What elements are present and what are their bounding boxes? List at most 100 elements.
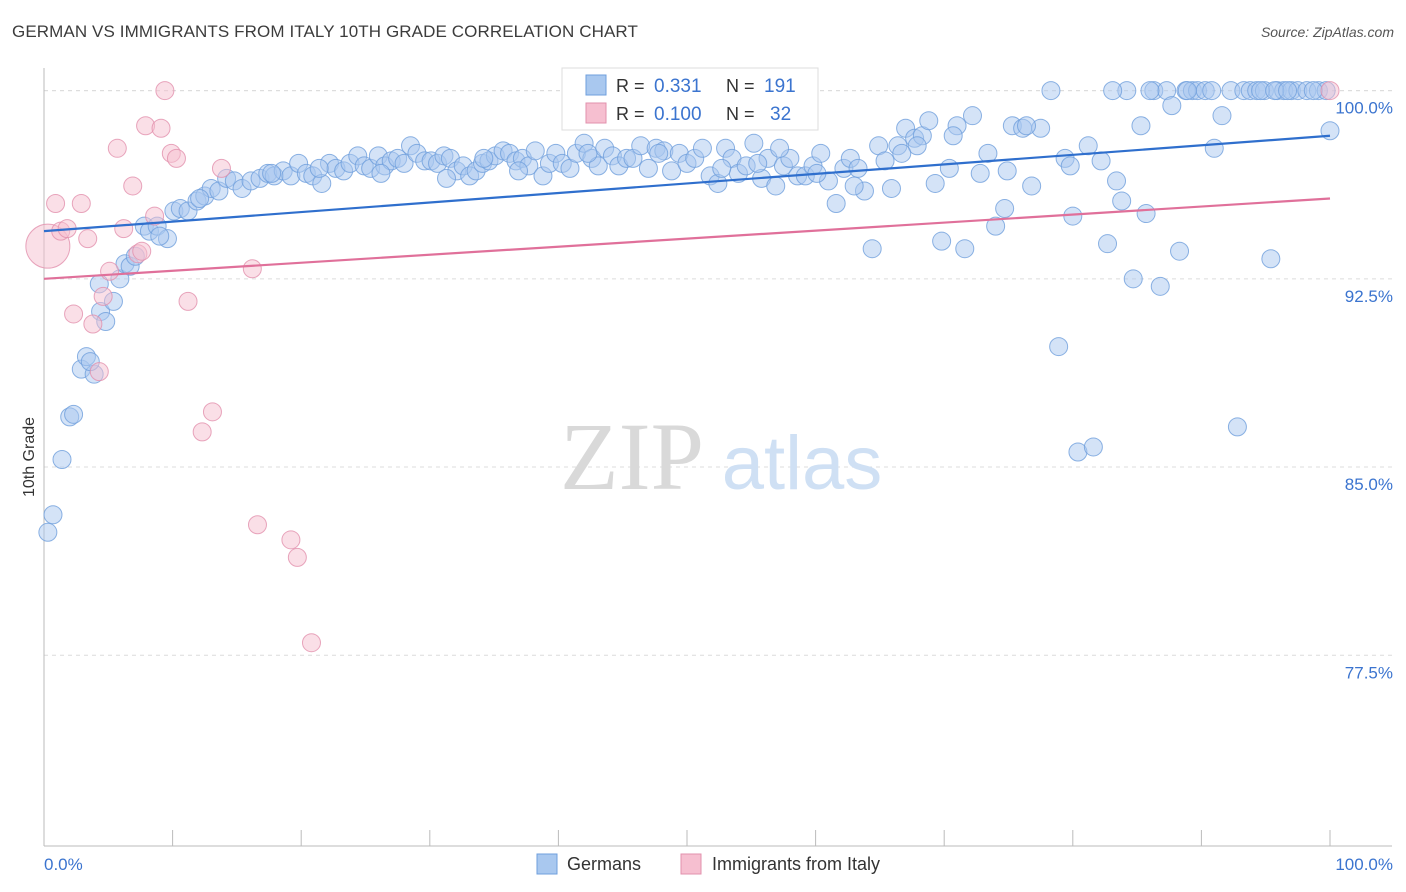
data-point bbox=[150, 226, 170, 246]
data-point bbox=[1204, 138, 1224, 158]
data-point bbox=[83, 314, 103, 334]
stats-germans-n: 191 bbox=[764, 76, 796, 97]
data-point bbox=[943, 126, 963, 146]
data-point bbox=[1202, 81, 1222, 101]
data-point bbox=[155, 81, 175, 101]
trend-line-germans bbox=[43, 134, 1331, 233]
data-point bbox=[123, 176, 143, 196]
data-point bbox=[145, 206, 165, 226]
data-point bbox=[281, 530, 301, 550]
data-point bbox=[1098, 234, 1118, 254]
data-point bbox=[132, 241, 152, 261]
data-point bbox=[93, 286, 113, 306]
data-point bbox=[811, 143, 831, 163]
y-tick-label: 92.5% bbox=[1345, 287, 1393, 306]
data-point bbox=[844, 176, 864, 196]
x-axis-ticks bbox=[43, 830, 1331, 846]
data-point bbox=[578, 143, 598, 163]
data-point bbox=[1278, 81, 1298, 101]
data-point bbox=[71, 194, 91, 214]
data-point bbox=[997, 161, 1017, 181]
data-point bbox=[64, 404, 84, 424]
data-point bbox=[826, 194, 846, 214]
source-credit: Source: ZipAtlas.com bbox=[1260, 24, 1394, 40]
chart-title: GERMAN VS IMMIGRANTS FROM ITALY 10TH GRA… bbox=[12, 22, 638, 41]
y-tick-label: 100.0% bbox=[1335, 99, 1393, 118]
stats-swatch-italy bbox=[585, 102, 607, 124]
x-tick-label-min: 0.0% bbox=[44, 855, 83, 874]
stats-germans-r-label: R = bbox=[616, 76, 645, 96]
data-point bbox=[766, 176, 786, 196]
data-point bbox=[1078, 136, 1098, 156]
data-point bbox=[1112, 191, 1132, 211]
data-point bbox=[474, 148, 494, 168]
data-point bbox=[1177, 81, 1197, 101]
legend: Germans Immigrants from Italy bbox=[536, 853, 880, 875]
data-point bbox=[242, 259, 262, 279]
data-point bbox=[588, 156, 608, 176]
data-point bbox=[955, 239, 975, 259]
data-point bbox=[1123, 269, 1143, 289]
data-point bbox=[437, 168, 457, 188]
data-point bbox=[712, 158, 732, 178]
data-point bbox=[1107, 171, 1127, 191]
legend-label-germans: Germans bbox=[567, 854, 641, 874]
data-point bbox=[1022, 176, 1042, 196]
data-point bbox=[970, 163, 990, 183]
stats-germans-n-label: N = bbox=[726, 76, 755, 96]
data-point bbox=[525, 141, 545, 161]
data-point bbox=[114, 219, 134, 239]
watermark: ZIP atlas bbox=[560, 403, 882, 510]
data-point bbox=[692, 138, 712, 158]
data-point bbox=[881, 178, 901, 198]
data-point bbox=[986, 216, 1006, 236]
data-point bbox=[178, 291, 198, 311]
data-point bbox=[939, 158, 959, 178]
data-point bbox=[1103, 81, 1123, 101]
y-tick-label: 77.5% bbox=[1345, 663, 1393, 682]
stats-swatch-germans bbox=[585, 74, 607, 96]
series-italy bbox=[25, 81, 1340, 653]
data-point bbox=[748, 153, 768, 173]
data-point bbox=[78, 229, 98, 249]
data-point bbox=[907, 136, 927, 156]
data-point bbox=[52, 450, 72, 470]
series-germans bbox=[38, 81, 1340, 542]
data-point bbox=[190, 189, 210, 209]
data-point bbox=[662, 161, 682, 181]
data-point bbox=[1017, 116, 1037, 136]
stats-italy-r: 0.100 bbox=[654, 104, 702, 125]
data-point bbox=[1261, 249, 1281, 269]
data-point bbox=[166, 148, 186, 168]
data-point bbox=[151, 118, 171, 138]
trend-line-italy bbox=[43, 197, 1331, 280]
watermark-zip: ZIP bbox=[560, 403, 704, 510]
data-point bbox=[192, 422, 212, 442]
data-point bbox=[744, 133, 764, 153]
x-tick-label-max: 100.0% bbox=[1335, 855, 1393, 874]
stats-italy-n-label: N = bbox=[726, 104, 755, 124]
data-point bbox=[848, 158, 868, 178]
data-point bbox=[394, 153, 414, 173]
data-point bbox=[64, 304, 84, 324]
data-point bbox=[649, 143, 669, 163]
data-point bbox=[371, 163, 391, 183]
data-point bbox=[38, 522, 58, 542]
data-point bbox=[1131, 116, 1151, 136]
data-point bbox=[892, 143, 912, 163]
y-tick-labels: 77.5% 85.0% 92.5% 100.0% bbox=[1335, 99, 1393, 683]
data-point bbox=[43, 505, 63, 525]
data-point bbox=[1303, 81, 1323, 101]
data-point bbox=[875, 151, 895, 171]
data-point bbox=[1136, 204, 1156, 224]
data-point bbox=[247, 515, 267, 535]
data-point bbox=[1212, 106, 1232, 126]
data-point bbox=[995, 199, 1015, 219]
stats-germans-r: 0.331 bbox=[654, 76, 702, 97]
legend-swatch-germans bbox=[536, 853, 558, 875]
data-point bbox=[262, 163, 282, 183]
data-point bbox=[1140, 81, 1160, 101]
data-point bbox=[1060, 156, 1080, 176]
data-point bbox=[1170, 241, 1190, 261]
